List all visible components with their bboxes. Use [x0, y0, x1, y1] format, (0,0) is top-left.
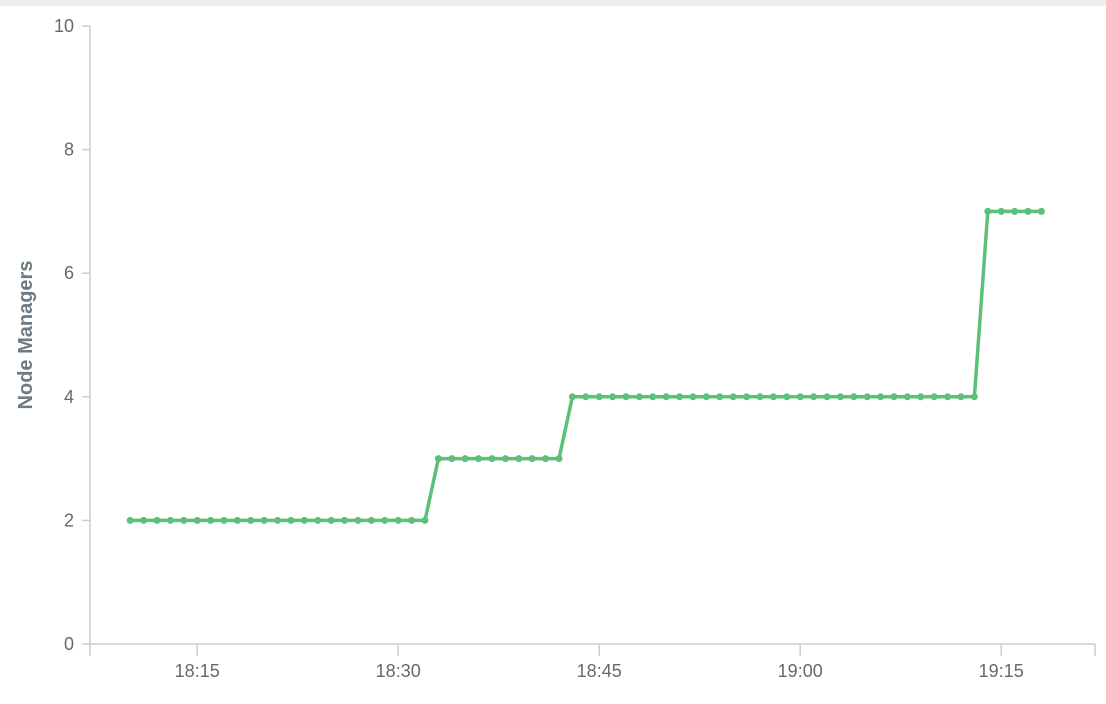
data-point	[555, 455, 563, 463]
data-point	[207, 516, 215, 524]
data-point	[649, 393, 657, 401]
data-point	[582, 393, 590, 401]
x-axis-ticks: 18:15 18:30 18:45 19:00 19:15	[89, 644, 1096, 681]
data-point	[434, 455, 442, 463]
data-point	[394, 516, 402, 524]
data-point	[421, 516, 429, 524]
data-point	[220, 516, 228, 524]
data-point	[314, 516, 322, 524]
data-point	[193, 516, 201, 524]
y-tick-label: 6	[64, 263, 74, 283]
data-point	[341, 516, 349, 524]
data-point	[300, 516, 308, 524]
y-tick-label: 4	[64, 387, 74, 407]
data-point	[1024, 207, 1032, 215]
data-point	[166, 516, 174, 524]
data-point	[944, 393, 952, 401]
data-point	[488, 455, 496, 463]
x-tick-label: 18:30	[376, 661, 421, 681]
y-axis-ticks: 0 2 4 6 8 10	[54, 16, 90, 654]
data-point	[153, 516, 161, 524]
data-point	[1011, 207, 1019, 215]
data-point	[957, 393, 965, 401]
data-point	[501, 455, 509, 463]
y-tick-label: 10	[54, 16, 74, 36]
data-point	[247, 516, 255, 524]
data-point	[515, 455, 523, 463]
data-point	[877, 393, 885, 401]
data-point	[689, 393, 697, 401]
data-point	[448, 455, 456, 463]
series-line	[128, 209, 1044, 523]
data-point	[609, 393, 617, 401]
data-point	[823, 393, 831, 401]
data-point	[622, 393, 630, 401]
data-point	[381, 516, 389, 524]
data-point	[716, 393, 724, 401]
y-axis-title: Node Managers	[15, 261, 37, 410]
data-point	[863, 393, 871, 401]
data-point	[903, 393, 911, 401]
data-point	[836, 393, 844, 401]
data-point	[890, 393, 898, 401]
chart-axes	[89, 26, 1095, 645]
data-point	[729, 393, 737, 401]
x-tick-label: 18:15	[175, 661, 220, 681]
data-point	[970, 393, 978, 401]
data-point	[810, 393, 818, 401]
data-point	[528, 455, 536, 463]
data-point	[662, 393, 670, 401]
data-point	[1037, 207, 1045, 215]
data-point	[260, 516, 268, 524]
data-point	[796, 393, 804, 401]
data-point	[850, 393, 858, 401]
data-point	[930, 393, 938, 401]
data-point	[917, 393, 925, 401]
data-point	[180, 516, 188, 524]
data-point	[367, 516, 375, 524]
data-point	[233, 516, 241, 524]
data-point	[274, 516, 282, 524]
data-point	[676, 393, 684, 401]
data-point	[743, 393, 751, 401]
data-point	[783, 393, 791, 401]
data-point	[475, 455, 483, 463]
x-tick-label: 19:00	[778, 661, 823, 681]
y-tick-label: 8	[64, 140, 74, 160]
y-tick-label: 2	[64, 510, 74, 530]
data-point	[702, 393, 710, 401]
x-tick-label: 19:15	[979, 661, 1024, 681]
data-point	[756, 393, 764, 401]
data-point	[461, 455, 469, 463]
data-point	[769, 393, 777, 401]
data-point	[542, 455, 550, 463]
data-point	[140, 516, 148, 524]
y-tick-label: 0	[64, 634, 74, 654]
data-point	[635, 393, 643, 401]
data-point	[595, 393, 603, 401]
top-band	[0, 0, 1106, 6]
data-point	[287, 516, 295, 524]
data-point	[354, 516, 362, 524]
data-point	[408, 516, 416, 524]
data-point	[327, 516, 335, 524]
data-point	[997, 207, 1005, 215]
data-point	[568, 393, 576, 401]
data-point	[984, 207, 992, 215]
x-tick-label: 18:45	[577, 661, 622, 681]
data-point	[126, 516, 134, 524]
series-group	[126, 207, 1045, 524]
